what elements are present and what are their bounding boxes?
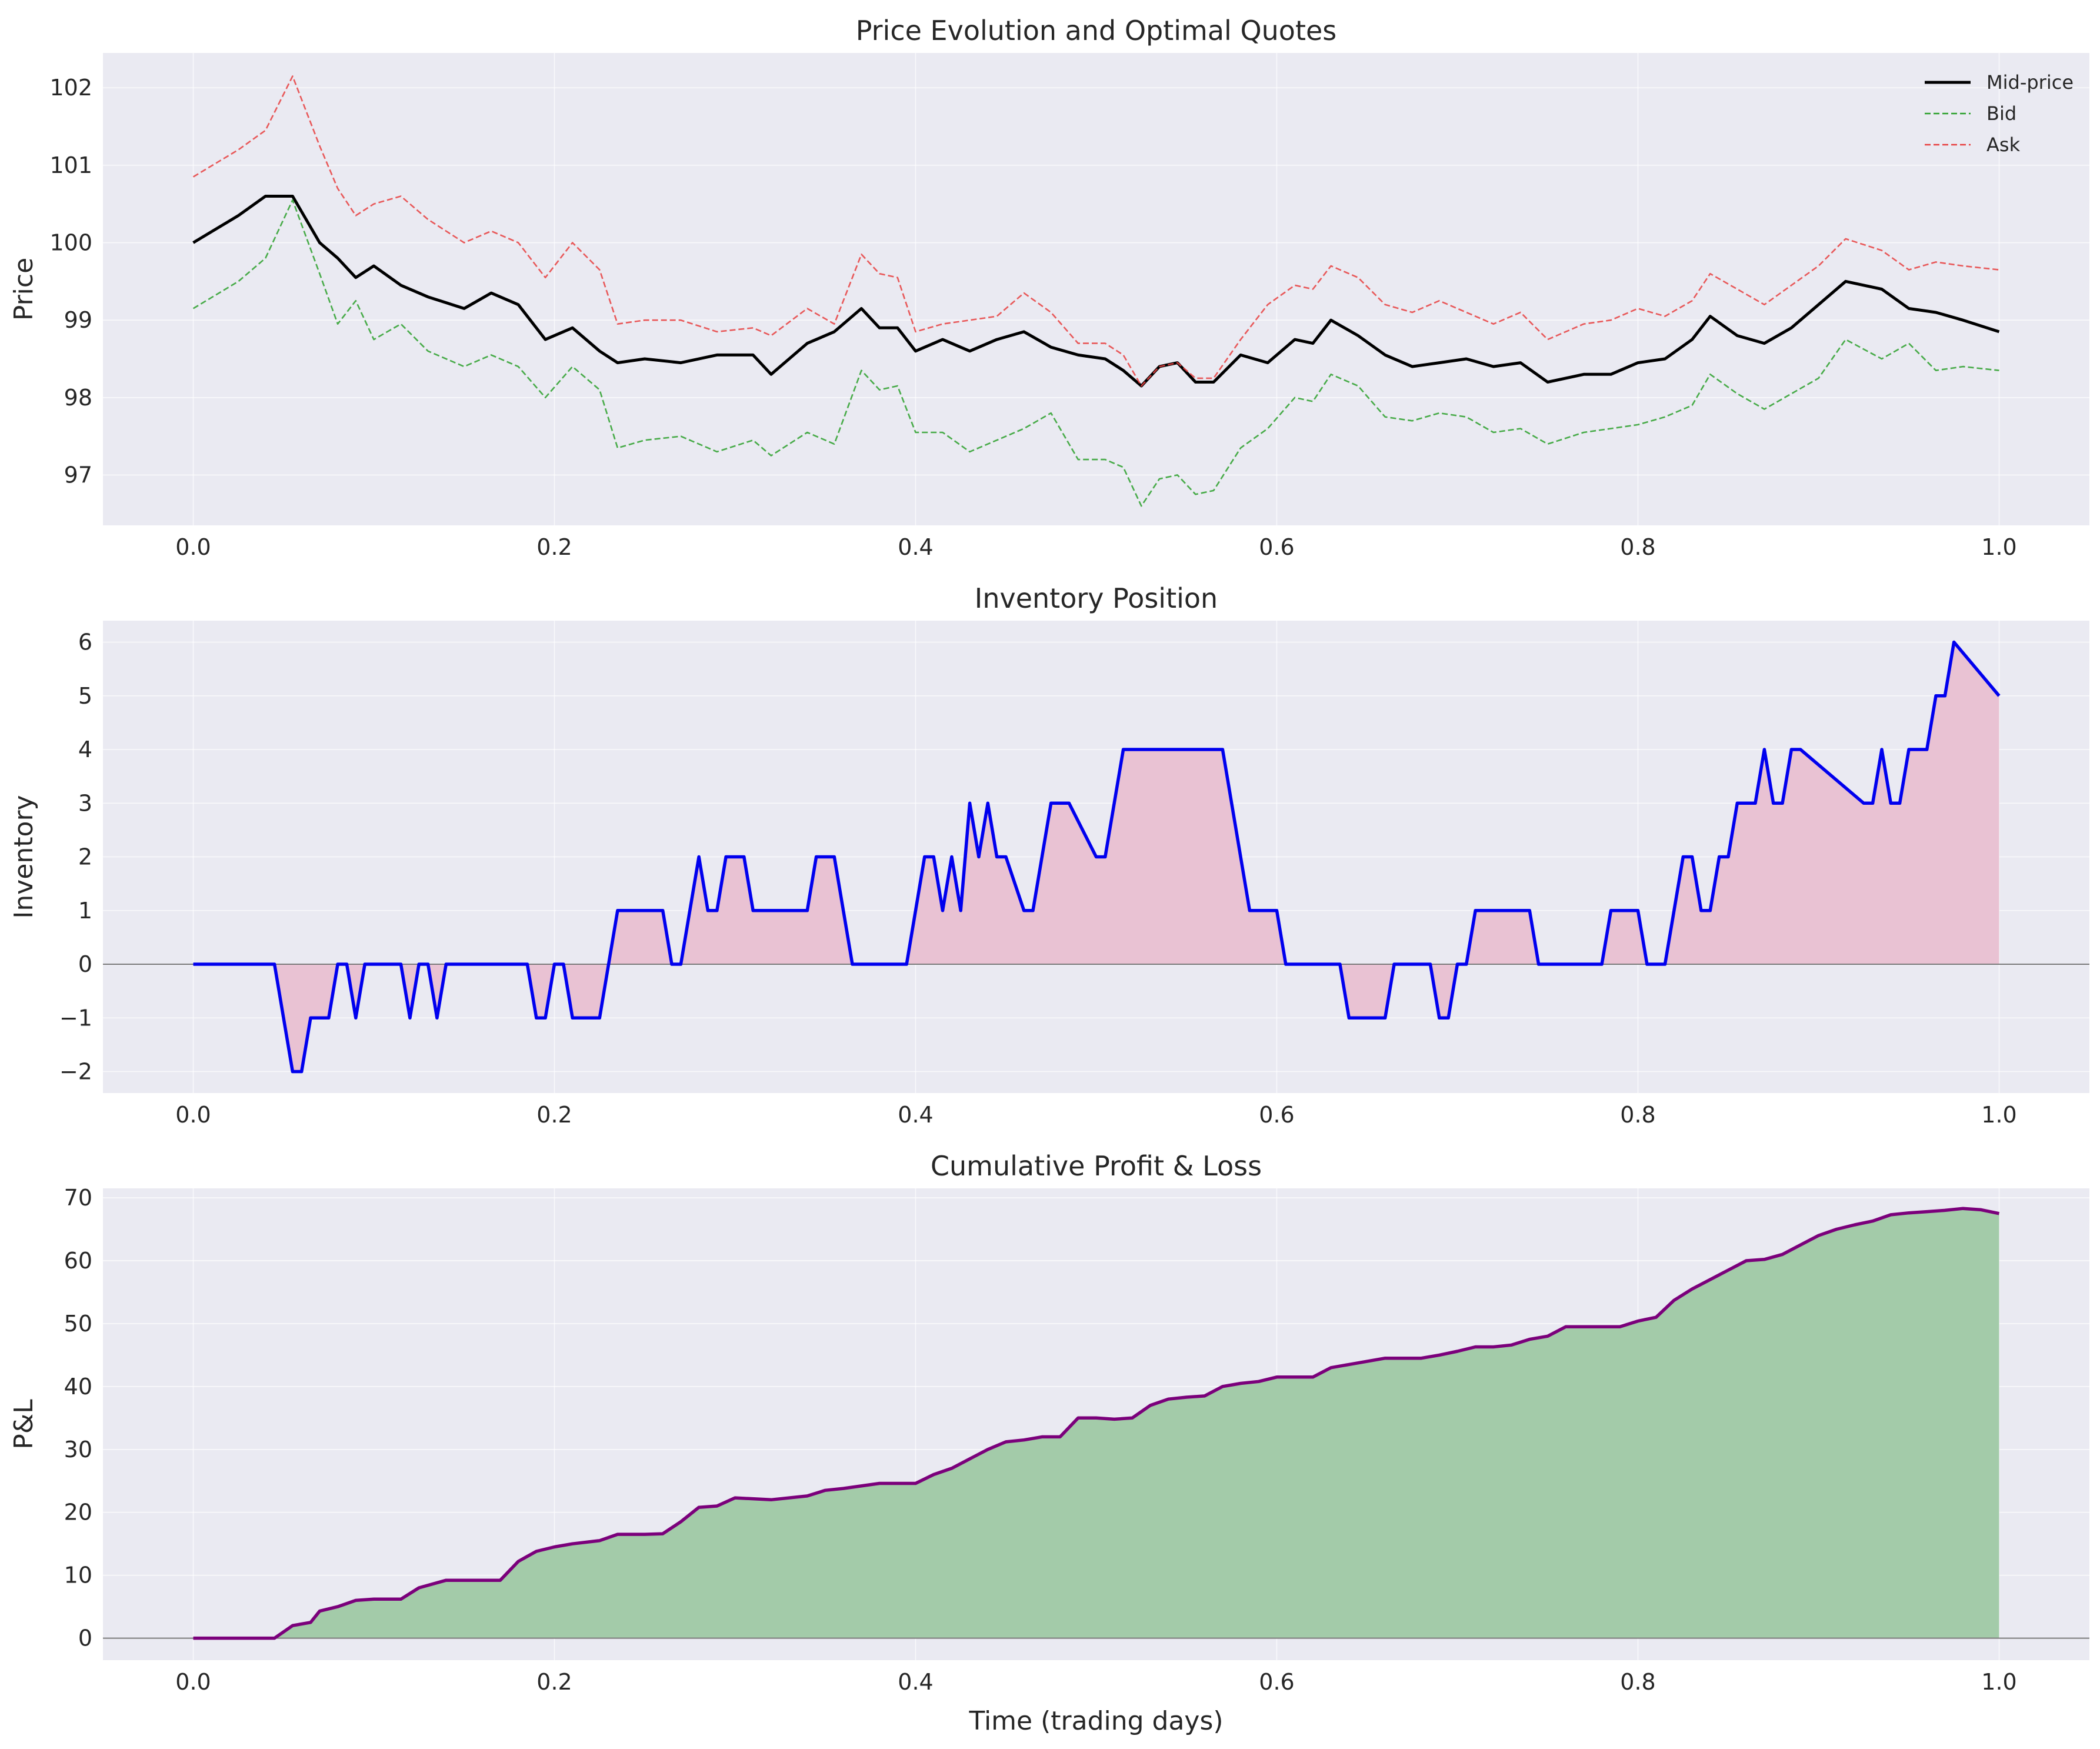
plot-area — [103, 53, 2089, 525]
panel-title: Price Evolution and Optimal Quotes — [856, 15, 1337, 46]
y-tick-label: −2 — [59, 1059, 92, 1085]
legend: Mid-price Bid Ask — [1925, 71, 2074, 156]
y-tick-label: 101 — [49, 152, 92, 178]
series-line-bid — [192, 199, 1999, 507]
y-tick-label: 99 — [64, 307, 92, 333]
y-axis-label: Inventory — [9, 795, 39, 918]
y-axis-label: P&L — [9, 1399, 39, 1450]
y-tick-label: 100 — [49, 230, 92, 256]
series-line — [193, 1207, 2000, 1640]
x-tick-label: 0.2 — [536, 1102, 572, 1128]
y-tick-label: 6 — [78, 629, 92, 655]
area-fill — [193, 1208, 1999, 1638]
y-tick-label: 50 — [64, 1311, 92, 1337]
panel-title: Cumulative Profit & Loss — [931, 1150, 1262, 1182]
x-tick-label: 0.0 — [175, 1102, 211, 1128]
series-line — [193, 640, 2001, 1074]
y-axis-label: Price — [9, 258, 39, 321]
x-tick-label: 0.2 — [536, 534, 572, 560]
y-tick-label: −1 — [59, 1005, 92, 1031]
x-tick-label: 1.0 — [1981, 1102, 2016, 1128]
panel-2: 0.0 0.2 0.4 0.6 0.8 1.0 −2 −1 0 1 2 3 4 5 6 Inventory P… — [9, 582, 2089, 1128]
y-tick-label: 0 — [78, 1625, 92, 1651]
series-line-ask — [192, 75, 1999, 387]
y-tick-label: 2 — [78, 844, 92, 870]
y-tick-label: 1 — [78, 898, 92, 924]
x-tick-label: 0.6 — [1259, 534, 1294, 560]
y-tick-label: 4 — [78, 737, 92, 762]
x-tick-label: 0.0 — [175, 1669, 211, 1695]
x-tick-label: 1.0 — [1981, 1669, 2016, 1695]
y-tick-label: 102 — [49, 75, 92, 101]
x-tick-label: 0.0 — [175, 534, 211, 560]
legend-label: Mid-price — [1986, 71, 2074, 94]
x-tick-label: 0.4 — [898, 534, 933, 560]
panel-3: 0.0 0.2 0.4 0.6 0.8 1.0 0 10 20 30 40 50 60 70 Cumulat… — [9, 1150, 2089, 1736]
x-tick-label: 0.8 — [1620, 1102, 1655, 1128]
y-tick-label: 30 — [64, 1437, 92, 1463]
y-tick-label: 60 — [64, 1248, 92, 1274]
series-line-mid-price — [192, 195, 2000, 388]
y-tick-label: 40 — [64, 1374, 92, 1400]
panel-1: 0.0 0.2 0.4 0.6 0.8 1.0 97 98 99 100 101 102 Price E… — [9, 15, 2089, 560]
y-tick-label: 3 — [78, 790, 92, 816]
x-tick-label: 0.4 — [898, 1102, 933, 1128]
x-tick-label: 1.0 — [1981, 534, 2016, 560]
x-axis-label: Time (trading days) — [968, 1706, 1223, 1736]
y-tick-label: 97 — [64, 462, 92, 488]
y-tick-label: 5 — [78, 683, 92, 709]
y-tick-label: 20 — [64, 1500, 92, 1525]
x-tick-label: 0.2 — [536, 1669, 572, 1695]
x-tick-label: 0.6 — [1259, 1669, 1294, 1695]
y-tick-label: 0 — [78, 951, 92, 977]
x-tick-label: 0.6 — [1259, 1102, 1294, 1128]
panel-title: Inventory Position — [975, 582, 1218, 614]
x-tick-label: 0.4 — [898, 1669, 933, 1695]
y-tick-label: 70 — [64, 1185, 92, 1211]
legend-label: Bid — [1986, 102, 2016, 125]
y-tick-label: 98 — [64, 385, 92, 411]
y-tick-label: 10 — [64, 1563, 92, 1588]
legend-label: Ask — [1986, 134, 2021, 156]
x-tick-label: 0.8 — [1620, 1669, 1655, 1695]
x-tick-label: 0.8 — [1620, 534, 1655, 560]
